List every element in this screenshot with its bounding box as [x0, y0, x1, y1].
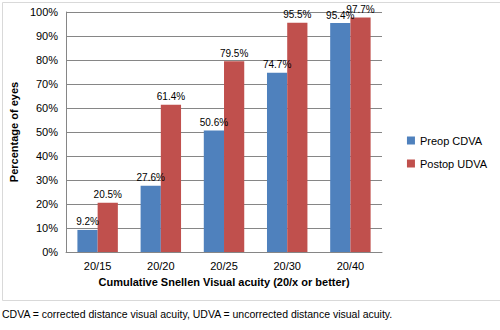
svg-text:80%: 80% [36, 54, 58, 66]
svg-text:20/40: 20/40 [337, 260, 365, 272]
svg-text:10%: 10% [36, 222, 58, 234]
svg-text:100%: 100% [30, 6, 58, 18]
svg-text:61.4%: 61.4% [157, 91, 185, 102]
svg-text:40%: 40% [36, 150, 58, 162]
svg-text:95.5%: 95.5% [283, 9, 311, 20]
svg-text:30%: 30% [36, 174, 58, 186]
svg-text:20/20: 20/20 [147, 260, 175, 272]
svg-text:CDVA = corrected distance visu: CDVA = corrected distance visual acuity,… [2, 308, 392, 320]
svg-text:60%: 60% [36, 102, 58, 114]
svg-text:20/30: 20/30 [273, 260, 301, 272]
svg-text:Percentage of eyes: Percentage of eyes [8, 82, 20, 182]
svg-text:70%: 70% [36, 78, 58, 90]
svg-text:95.4%: 95.4% [326, 9, 355, 21]
svg-text:Cumulative Snellen Visual acui: Cumulative Snellen Visual acuity (20/x o… [98, 276, 349, 288]
svg-text:74.7%: 74.7% [263, 59, 291, 70]
svg-text:79.5%: 79.5% [220, 48, 248, 59]
svg-text:Preop CDVA: Preop CDVA [420, 135, 483, 147]
svg-text:27.6%: 27.6% [137, 172, 165, 183]
svg-text:Postop UDVA: Postop UDVA [420, 158, 488, 170]
svg-text:9.2%: 9.2% [76, 216, 99, 227]
svg-text:50%: 50% [36, 126, 58, 138]
svg-text:20%: 20% [36, 198, 58, 210]
svg-text:20.5%: 20.5% [94, 189, 122, 200]
svg-text:97.7%: 97.7% [346, 4, 374, 15]
svg-text:90%: 90% [36, 30, 58, 42]
svg-text:20/15: 20/15 [84, 260, 112, 272]
svg-text:0%: 0% [42, 246, 58, 258]
svg-text:50.6%: 50.6% [200, 117, 228, 128]
svg-text:20/25: 20/25 [210, 260, 238, 272]
